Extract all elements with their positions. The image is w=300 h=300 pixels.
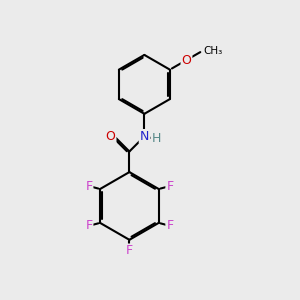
Text: F: F xyxy=(166,219,173,232)
Text: F: F xyxy=(85,180,92,193)
Text: O: O xyxy=(106,130,116,143)
Text: N: N xyxy=(140,130,149,143)
Text: O: O xyxy=(182,54,191,67)
Text: H: H xyxy=(152,132,161,145)
Text: F: F xyxy=(126,244,133,257)
Text: F: F xyxy=(85,219,92,232)
Text: F: F xyxy=(166,180,173,193)
Text: CH₃: CH₃ xyxy=(203,46,223,56)
